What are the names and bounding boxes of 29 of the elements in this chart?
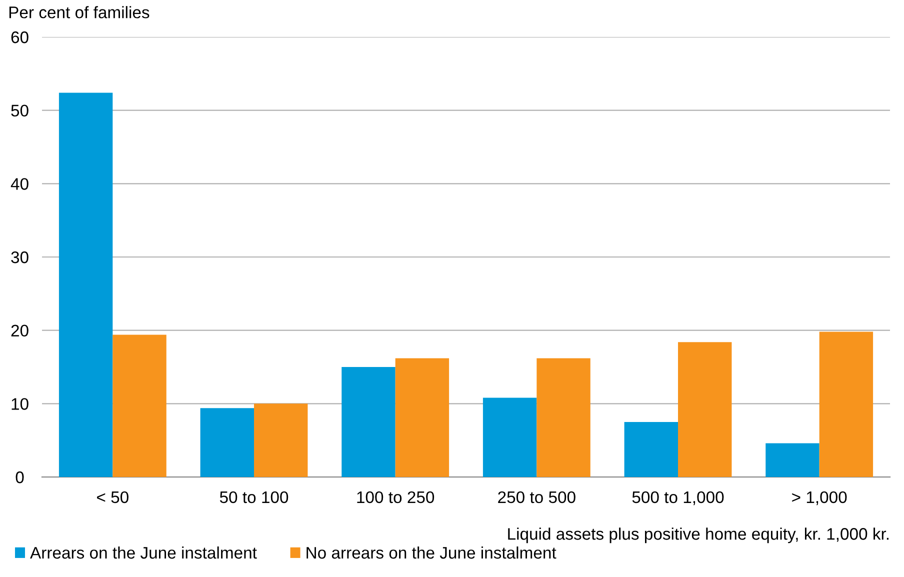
x-tick-label: < 50: [97, 491, 128, 504]
y-tick-label: 50: [11, 104, 28, 117]
bar: [58, 92, 113, 477]
y-tick-label: 40: [10, 178, 28, 190]
y-tick-label: 60: [11, 31, 28, 44]
y-tick-label: 20: [11, 324, 28, 337]
x-tick-label: 500 to 1,000: [632, 491, 724, 506]
x-tick-label: 50 to 100: [220, 491, 288, 504]
bar: [254, 404, 308, 477]
x-tick-label: 250 to 500: [498, 491, 576, 504]
y-tick-label: 10: [12, 398, 28, 410]
bar: [536, 358, 590, 477]
legend-label: Arrears on the June instalment: [30, 546, 257, 559]
x-tick-label: > 1,000: [792, 491, 847, 506]
y-axis-title: Per cent of families: [9, 6, 150, 18]
x-axis-title: Liquid assets plus positive home equity, kr. 1,000 kr.: [508, 528, 889, 544]
x-tick-label: 100 to 250: [357, 491, 434, 504]
bar: [482, 398, 537, 477]
bar: [819, 332, 874, 477]
bar: [678, 342, 732, 477]
bar: [112, 334, 166, 477]
bar: [342, 367, 396, 477]
y-tick-label: 30: [11, 251, 28, 264]
bar: [200, 408, 254, 477]
legend-label: No arrears on the June instalment: [306, 546, 556, 559]
y-tick-label: 0: [16, 471, 24, 484]
bar: [766, 443, 820, 477]
bar: [395, 358, 450, 477]
bar: [624, 422, 678, 477]
